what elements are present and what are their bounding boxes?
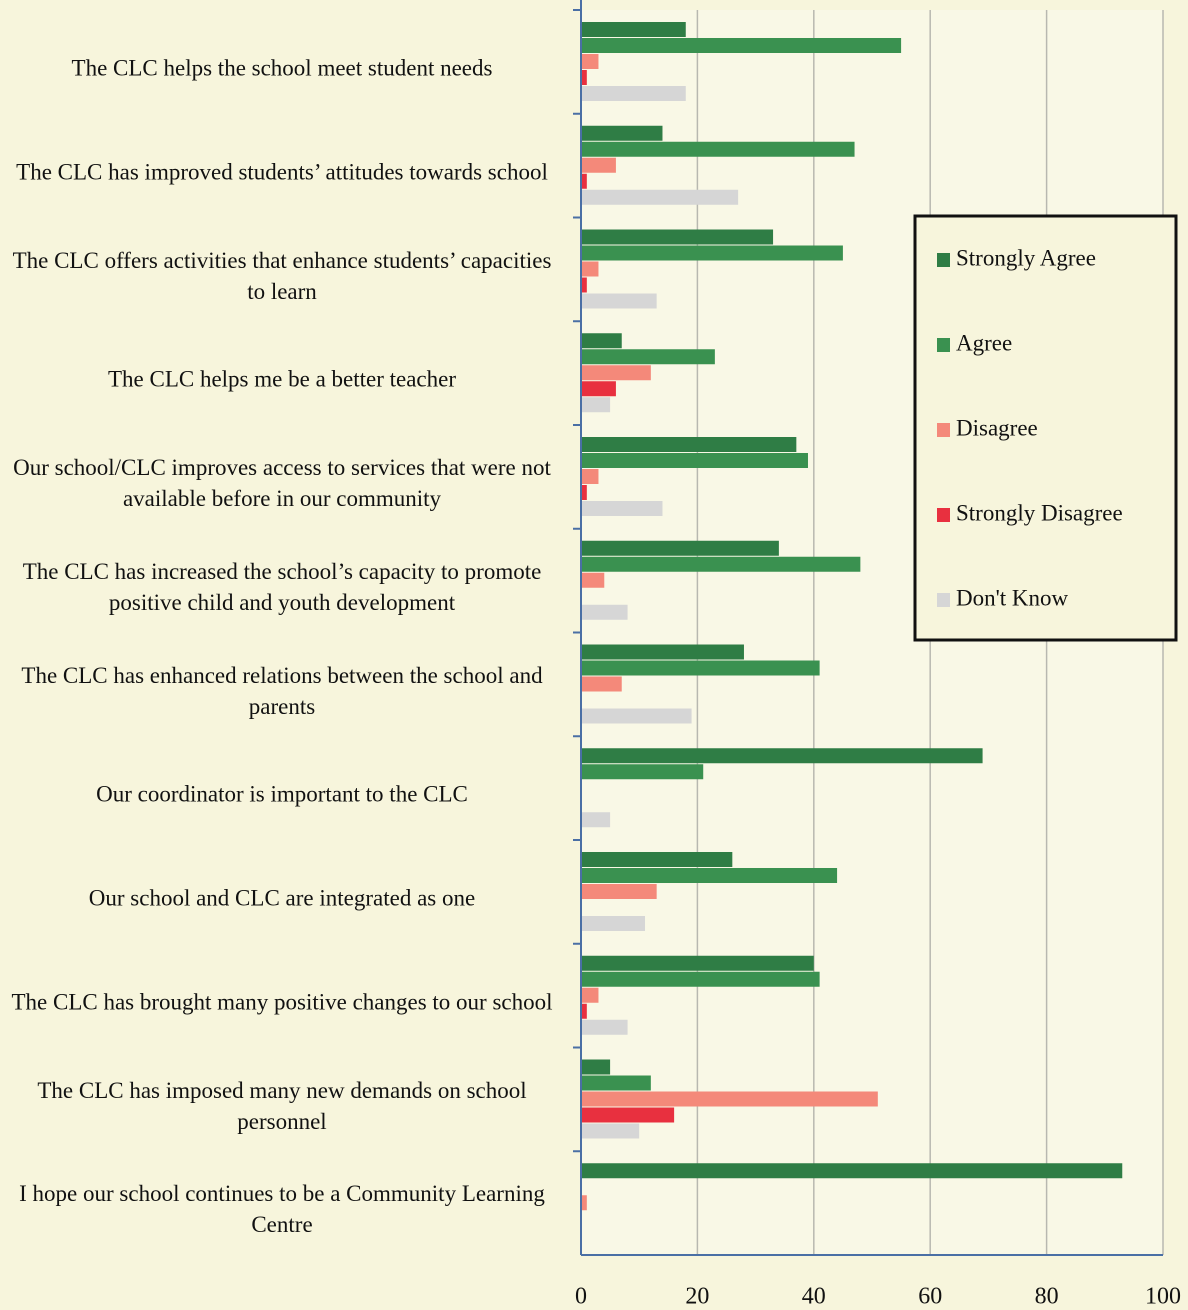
bar (581, 38, 902, 53)
legend-swatch (937, 338, 950, 352)
bar (581, 70, 587, 85)
bar (581, 1107, 675, 1123)
bar (581, 157, 616, 173)
bar (581, 125, 663, 141)
legend-swatch (937, 508, 950, 522)
category-label: Our school and CLC are integrated as one (88, 885, 476, 911)
category-label: The CLC helps me be a better teacher (107, 366, 457, 392)
bar (581, 676, 622, 692)
bar (581, 604, 628, 620)
bar (581, 955, 814, 971)
category-label: Our coordinator is important to the CLC (96, 781, 468, 807)
x-tick-label: 40 (802, 1284, 826, 1310)
bar (581, 852, 733, 867)
bar (581, 54, 599, 69)
bar (581, 277, 587, 293)
bar (581, 245, 843, 261)
bar (581, 229, 774, 245)
bar (581, 189, 739, 205)
bar (581, 1075, 651, 1091)
bar (581, 1195, 587, 1211)
x-tick-label: 0 (575, 1284, 587, 1310)
bar (581, 381, 616, 397)
bar (581, 884, 657, 899)
bar (581, 748, 983, 764)
bar (581, 397, 611, 413)
bar (581, 453, 808, 468)
legend-label: Disagree (956, 415, 1038, 440)
category-label: The CLC has increased the school’s capac… (22, 558, 542, 615)
bar (581, 812, 611, 828)
x-tick-label: 100 (1145, 1284, 1181, 1310)
legend-box (913, 214, 1178, 642)
bar (581, 22, 686, 37)
category-label: Our school/CLC improves access to servic… (13, 455, 551, 511)
legend-label: Strongly Agree (956, 245, 1096, 270)
bar (581, 333, 622, 349)
category-label: I hope our school continues to be a Comm… (19, 1181, 545, 1238)
category-label: The CLC has improved students’ attitudes… (16, 159, 548, 185)
bar (581, 349, 715, 365)
bar (581, 971, 820, 987)
legend-swatch (937, 423, 950, 437)
bar (581, 916, 646, 931)
bar (581, 293, 657, 309)
bar (581, 1091, 878, 1107)
bar (581, 1059, 611, 1075)
legend-swatch (937, 253, 950, 267)
legend-label: Strongly Disagree (956, 500, 1123, 525)
category-label: The CLC has brought many positive change… (11, 989, 553, 1015)
bar (581, 660, 820, 676)
bar (581, 86, 686, 101)
bar (581, 141, 855, 157)
bar (581, 644, 744, 660)
legend-label: Don't Know (956, 585, 1069, 610)
bar (581, 469, 599, 484)
bar (581, 437, 797, 452)
bar (581, 540, 779, 556)
bar (581, 261, 599, 277)
bar (581, 556, 861, 572)
bar (581, 365, 651, 381)
bar (581, 987, 599, 1003)
x-tick-label: 20 (685, 1284, 709, 1310)
bar (581, 1163, 1123, 1179)
bar (581, 173, 587, 189)
bar (581, 764, 704, 780)
bar (581, 868, 838, 883)
legend-swatch (937, 593, 950, 607)
x-tick-label: 80 (1035, 1284, 1059, 1310)
category-label: The CLC has enhanced relations between t… (21, 662, 543, 719)
bar (581, 572, 605, 588)
category-label: The CLC offers activities that enhance s… (12, 247, 552, 304)
bar (581, 708, 692, 724)
bar (581, 501, 663, 516)
category-label: The CLC has imposed many new demands on … (37, 1077, 527, 1134)
bar (581, 1003, 587, 1019)
bar (581, 1019, 628, 1035)
legend-label: Agree (956, 330, 1012, 355)
bar (581, 1123, 640, 1139)
x-tick-label: 60 (918, 1284, 942, 1310)
category-label: The CLC helps the school meet student ne… (71, 55, 493, 81)
bar (581, 485, 587, 500)
